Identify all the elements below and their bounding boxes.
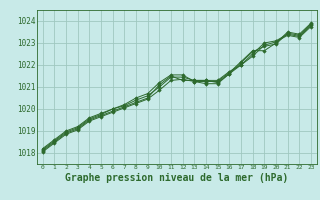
X-axis label: Graphe pression niveau de la mer (hPa): Graphe pression niveau de la mer (hPa) bbox=[65, 173, 288, 183]
